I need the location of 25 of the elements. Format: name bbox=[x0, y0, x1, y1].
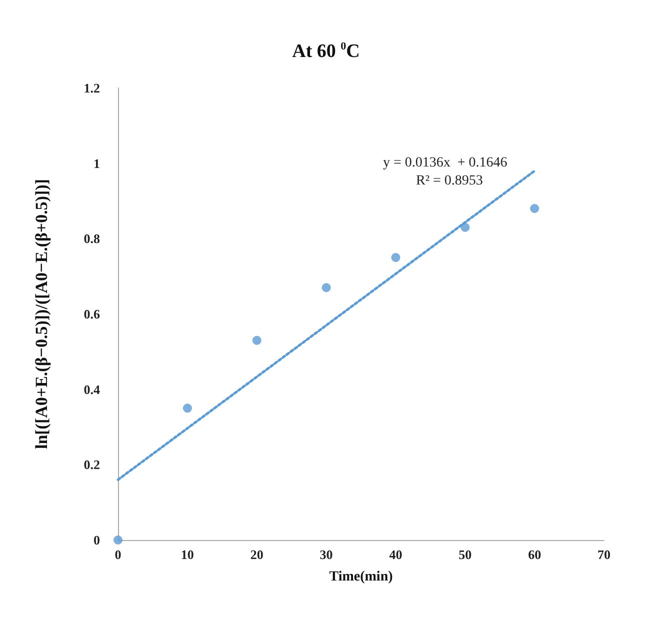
y-tick-label: 0.6 bbox=[84, 306, 100, 322]
y-tick-label: 0.2 bbox=[84, 457, 100, 472]
annotation: R² = 0.8953 bbox=[416, 174, 483, 188]
y-tick-label: 1.2 bbox=[84, 80, 100, 96]
y-tick-label: 0 bbox=[94, 532, 100, 548]
point bbox=[322, 283, 331, 292]
x-tick-label: 70 bbox=[598, 547, 610, 562]
x-tick-label: 20 bbox=[250, 547, 264, 562]
x-tick-label: 30 bbox=[320, 547, 333, 562]
y-tick-label: 1 bbox=[94, 156, 100, 171]
x-axis-title: Time(min) bbox=[329, 570, 394, 584]
x-tick-label: 40 bbox=[389, 547, 402, 562]
x-tick-label: 10 bbox=[180, 547, 194, 562]
annotation: y = 0.0136x + 0.1646 bbox=[383, 156, 508, 170]
y-axis-title: ln[([A0+E.(β−0.5)])/([A0−E.(β+0.5)])] bbox=[32, 178, 51, 450]
point bbox=[530, 204, 540, 214]
y-tick-label: 0.8 bbox=[84, 231, 100, 246]
point bbox=[252, 336, 262, 345]
point bbox=[182, 404, 192, 413]
y-tick-label: 0.4 bbox=[84, 382, 100, 397]
x-tick-label: 60 bbox=[528, 547, 542, 562]
point bbox=[114, 536, 122, 544]
x-tick-label: 50 bbox=[458, 547, 472, 562]
x-tick-label: 0 bbox=[114, 547, 122, 562]
point bbox=[391, 253, 400, 262]
